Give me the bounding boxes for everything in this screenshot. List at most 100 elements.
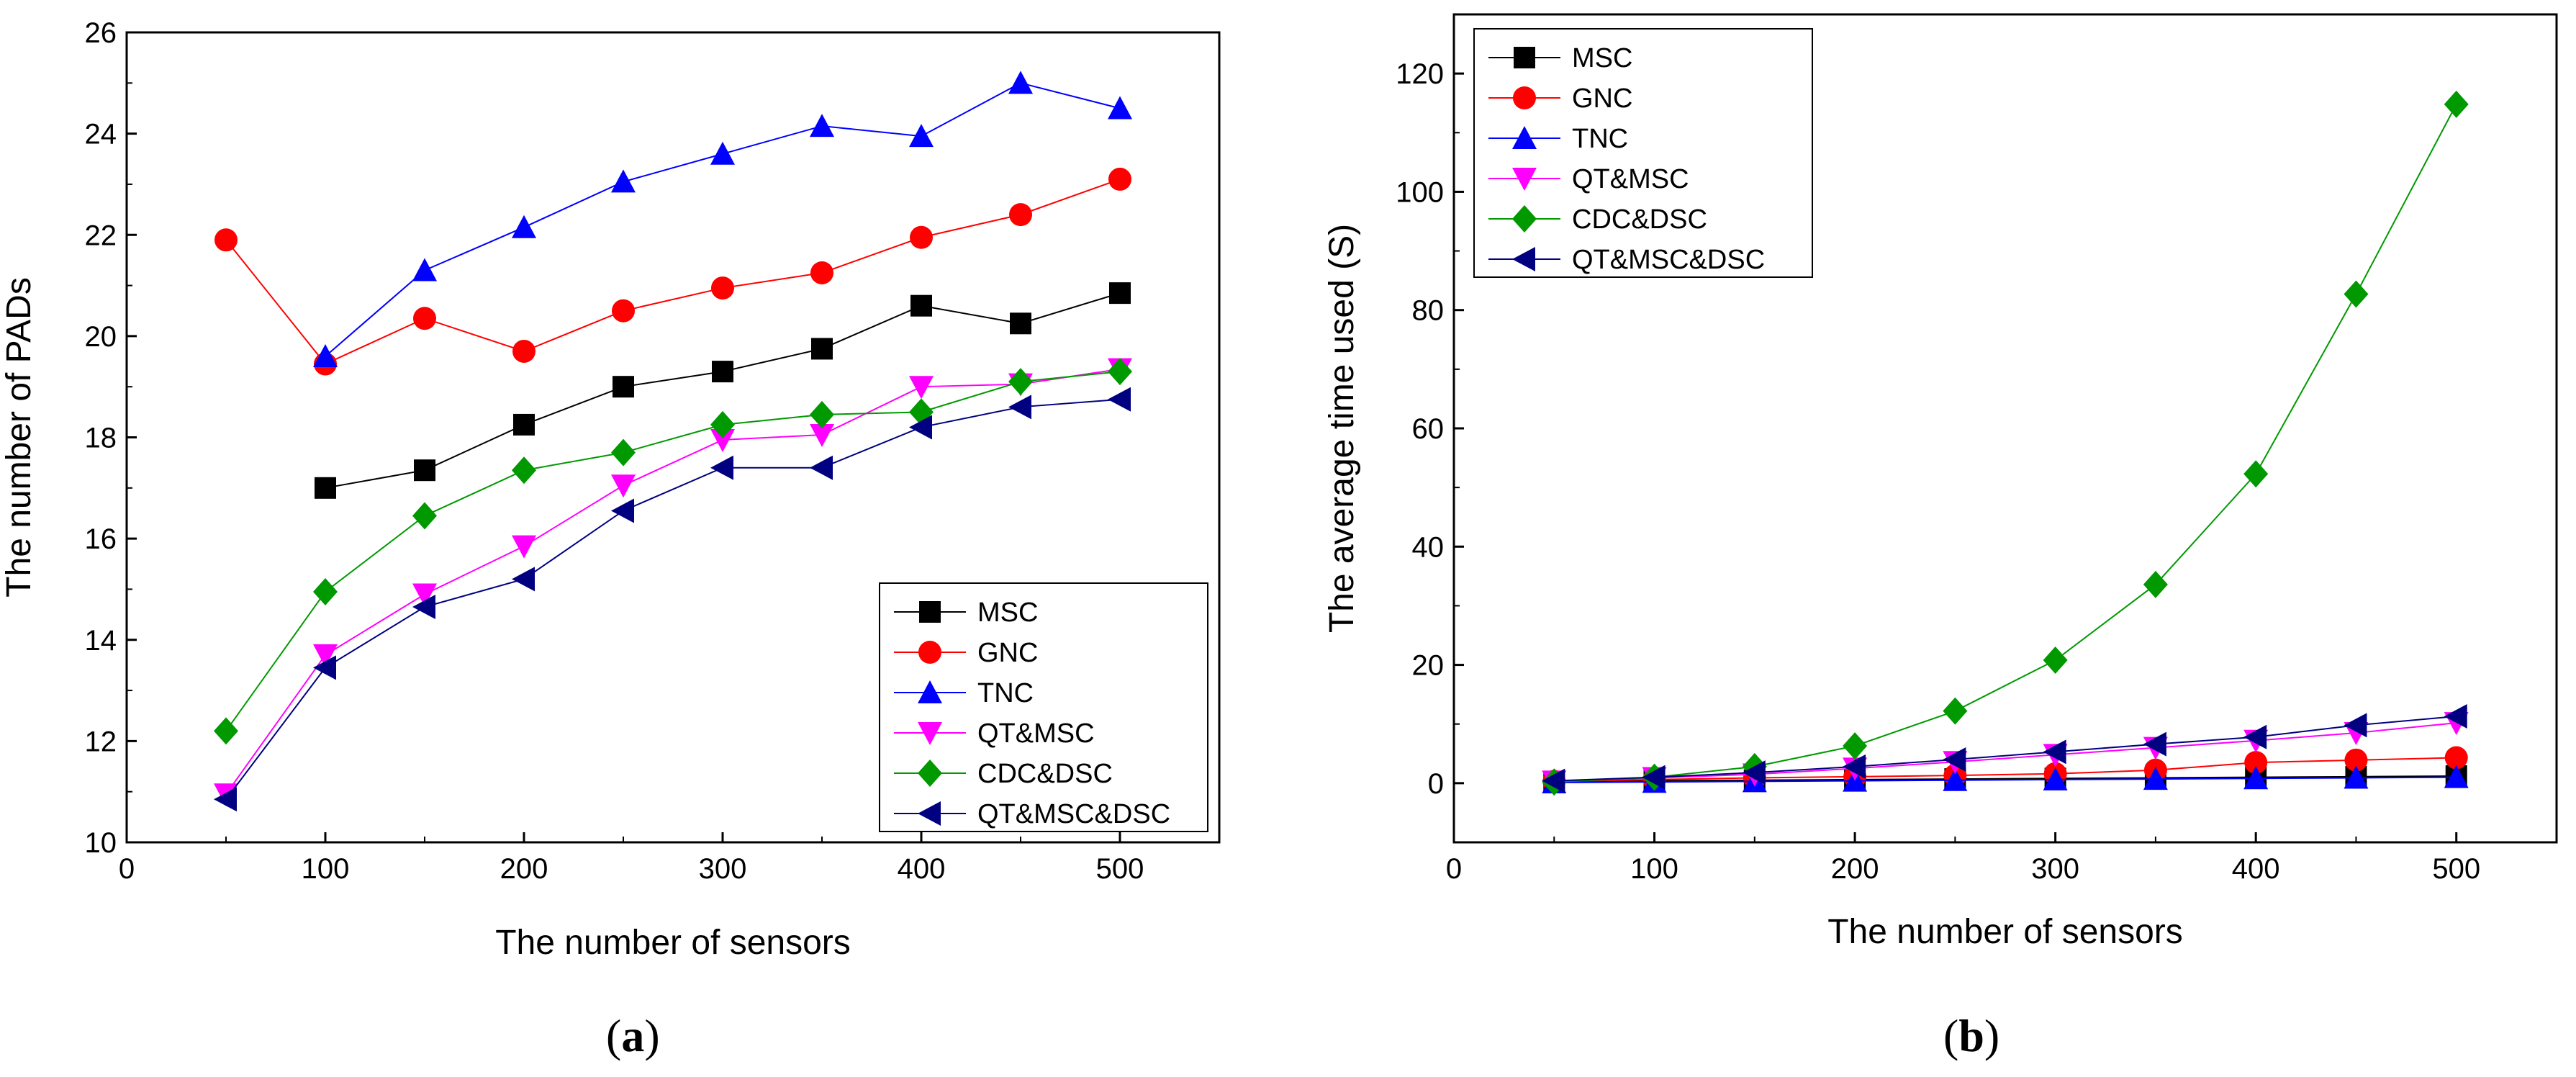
series-cdc-dsc [214, 358, 1132, 745]
legend-marker [918, 680, 942, 703]
data-point [1010, 312, 1031, 335]
data-point [910, 294, 932, 317]
legend-marker [918, 801, 941, 826]
data-point [710, 455, 733, 480]
data-point [1943, 747, 1966, 772]
x-tick-label: 100 [1630, 853, 1678, 885]
data-point [2444, 704, 2467, 729]
series-line [225, 178, 1121, 365]
x-tick-label: 200 [1831, 853, 1879, 885]
data-point [1943, 697, 1968, 725]
data-point [1008, 395, 1031, 420]
series-line [325, 292, 1121, 489]
data-point [810, 114, 834, 138]
series-line [1554, 775, 2457, 783]
data-point [1642, 765, 1666, 790]
x-tick-label: 400 [2232, 853, 2280, 885]
legend-label: QT&MSC&DSC [977, 799, 1170, 829]
legend-label: QT&MSC&DSC [1572, 245, 1765, 275]
y-tick-label: 60 [1412, 413, 1445, 445]
x-tick-label: 0 [119, 853, 135, 885]
caption-open-paren: ( [606, 1010, 621, 1061]
data-point [1843, 732, 1868, 760]
data-point [2043, 739, 2066, 765]
series-line [1554, 757, 2457, 783]
series-line [225, 398, 1121, 800]
data-point [1008, 71, 1033, 94]
data-point [2344, 713, 2367, 738]
data-point [810, 423, 834, 447]
chart-panel-b: 0 100 200 300 400 500 0 20 40 60 80 100 120 The numbe… [1323, 13, 2558, 1061]
data-point [2444, 765, 2469, 788]
data-point [315, 477, 336, 499]
data-point [1108, 387, 1131, 412]
legend-label: QT&MSC [1572, 164, 1689, 194]
legend-label: MSC [977, 598, 1038, 628]
legend-label: GNC [1572, 84, 1632, 114]
data-point [2244, 751, 2268, 775]
legend-marker [918, 641, 941, 664]
data-point [2344, 748, 2368, 772]
data-point [909, 376, 934, 400]
caption-open-paren: ( [1943, 1010, 1958, 1061]
series-gnc [1542, 746, 2468, 793]
y-tick-label: 20 [85, 321, 117, 353]
data-point [2444, 746, 2468, 770]
data-point [2243, 766, 2269, 790]
legend-marker [1514, 47, 1535, 68]
legend-label: GNC [977, 638, 1038, 668]
y-tick-label: 22 [85, 220, 117, 251]
data-point [1108, 167, 1131, 191]
x-tick-label: 300 [699, 853, 747, 885]
data-point [512, 339, 535, 363]
series-gnc [214, 167, 1131, 376]
legend-marker [918, 760, 942, 787]
y-tick-label: 20 [1412, 650, 1445, 682]
data-point [712, 361, 733, 383]
panel-caption: (b) [1943, 1010, 1999, 1061]
data-point [1542, 768, 1565, 793]
caption-close-paren: ) [1984, 1010, 1999, 1061]
data-point [1109, 282, 1131, 305]
data-point [214, 787, 237, 812]
series-line [1554, 776, 2457, 784]
data-point [910, 225, 933, 249]
legend-marker [1512, 205, 1537, 233]
series-cdc-dsc [1542, 90, 2469, 796]
x-tick-label: 400 [898, 853, 946, 885]
data-point [613, 376, 634, 398]
x-tick-label: 500 [1096, 853, 1144, 885]
data-point [2243, 724, 2267, 749]
legend-box [1473, 28, 1813, 278]
y-tick-label: 18 [85, 423, 117, 454]
x-tick-label: 0 [1446, 853, 1462, 885]
data-point [313, 344, 338, 367]
x-tick-label: 100 [302, 853, 350, 885]
y-tick-label: 0 [1428, 768, 1444, 800]
data-point [1108, 96, 1132, 120]
series-tnc [313, 71, 1132, 367]
data-point [513, 413, 535, 436]
legend: MSC GNC TNC QT&MSC CDC&DSC QT&MSC&DSC [879, 582, 1208, 832]
y-axis-title: The average time used (S) [1323, 224, 1361, 633]
y-axis-title: The number of PADs [0, 277, 38, 598]
y-tick-label: 16 [85, 523, 117, 555]
data-point [313, 577, 338, 605]
data-point [512, 215, 536, 238]
series-qt-msc-dsc [1542, 704, 2467, 793]
data-point [2444, 90, 2469, 118]
data-point [611, 474, 636, 498]
series-qt-msc-dsc [214, 387, 1131, 812]
legend-marker [1512, 168, 1537, 191]
y-tick-label: 12 [85, 726, 117, 757]
data-point [810, 261, 833, 284]
caption-letter: a [621, 1010, 644, 1061]
legend-label: TNC [977, 678, 1034, 708]
data-point [214, 228, 238, 252]
data-point [810, 455, 833, 480]
legend: MSC GNC TNC QT&MSC CDC&DSC QT&MSC&DSC [1473, 28, 1813, 278]
y-tick-label: 14 [85, 625, 117, 657]
data-point [1108, 358, 1132, 386]
data-point [512, 567, 535, 592]
